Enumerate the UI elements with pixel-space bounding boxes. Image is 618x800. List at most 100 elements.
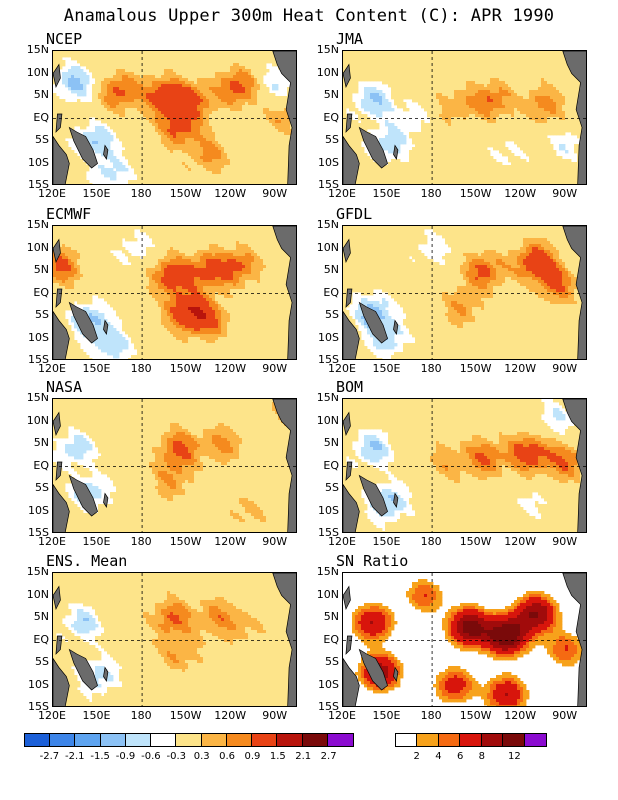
colorbar-label: 2 bbox=[402, 752, 432, 762]
land-mass bbox=[343, 238, 351, 264]
colorbar-swatch bbox=[50, 734, 76, 746]
land-mass bbox=[343, 411, 351, 437]
lon-tick-label: 120W bbox=[500, 710, 540, 721]
colorbar-label: 12 bbox=[499, 752, 529, 762]
lat-tick-label: 15S bbox=[13, 701, 49, 712]
lon-tick-label: 150E bbox=[367, 188, 407, 199]
land-mass bbox=[68, 301, 98, 344]
lon-tick-label: 90W bbox=[545, 363, 585, 374]
lat-tick-label: 10N bbox=[303, 415, 339, 426]
land-mass bbox=[343, 585, 351, 611]
lon-tick-label: 180 bbox=[411, 710, 451, 721]
lat-tick-label: 5N bbox=[13, 437, 49, 448]
lat-tick-label: 15S bbox=[303, 354, 339, 365]
lat-tick-label: 15S bbox=[13, 527, 49, 538]
colorbar-swatch bbox=[396, 734, 418, 746]
lon-tick-label: 90W bbox=[255, 188, 295, 199]
lat-tick-label: 10N bbox=[303, 67, 339, 78]
land-mass bbox=[343, 63, 351, 89]
colorbar-swatch bbox=[524, 734, 547, 746]
land-mass bbox=[343, 483, 360, 532]
lat-tick-label: 15S bbox=[303, 179, 339, 190]
colorbar-swatch bbox=[75, 734, 101, 746]
lon-tick-label: 150W bbox=[166, 188, 206, 199]
lat-tick-label: 5N bbox=[303, 264, 339, 275]
panel-title: NCEP bbox=[44, 32, 85, 47]
colorbar-label: -1.5 bbox=[85, 752, 115, 762]
lat-tick-label: 10N bbox=[13, 67, 49, 78]
panel-title: GFDL bbox=[334, 207, 375, 222]
lat-tick-label: 15S bbox=[13, 179, 49, 190]
lat-tick-label: 10N bbox=[13, 589, 49, 600]
lon-tick-label: 120W bbox=[210, 188, 250, 199]
lat-tick-label: 5S bbox=[303, 656, 339, 667]
lon-tick-label: 150E bbox=[367, 363, 407, 374]
lon-tick-label: 180 bbox=[121, 363, 161, 374]
land-mass bbox=[393, 666, 399, 682]
lat-tick-label: 15S bbox=[13, 354, 49, 365]
colorbar-label: -2.1 bbox=[60, 752, 90, 762]
contour-field-sn-ratio bbox=[343, 573, 586, 706]
land-mass bbox=[68, 648, 98, 691]
land-mass bbox=[358, 126, 388, 169]
land-mass bbox=[393, 319, 399, 335]
land-mass bbox=[103, 666, 109, 682]
lon-tick-label: 150W bbox=[456, 536, 496, 547]
land-mass bbox=[68, 474, 98, 517]
land-mass bbox=[103, 492, 109, 508]
land-mass bbox=[272, 573, 296, 706]
lon-tick-label: 180 bbox=[411, 536, 451, 547]
lat-tick-label: 10N bbox=[303, 242, 339, 253]
land-mass bbox=[53, 657, 70, 706]
land-mass bbox=[358, 474, 388, 517]
colorbar-swatch bbox=[417, 734, 439, 746]
lon-tick-label: 150E bbox=[367, 536, 407, 547]
land-mass bbox=[343, 135, 360, 184]
colorbar-swatch bbox=[460, 734, 482, 746]
lat-tick-label: 5S bbox=[303, 482, 339, 493]
lon-tick-label: 150W bbox=[456, 363, 496, 374]
lon-tick-label: 120E bbox=[32, 536, 72, 547]
lat-tick-label: 10S bbox=[13, 505, 49, 516]
lat-tick-label: 5N bbox=[13, 611, 49, 622]
colorbar-label: 2.1 bbox=[288, 752, 318, 762]
lon-tick-label: 120E bbox=[322, 536, 362, 547]
lat-tick-label: 10S bbox=[13, 679, 49, 690]
land-mass bbox=[393, 492, 399, 508]
colorbar-label: 0.3 bbox=[187, 752, 217, 762]
land-mass bbox=[53, 63, 61, 89]
map-panel-sn-ratio bbox=[342, 572, 587, 707]
colorbar-label: -2.7 bbox=[34, 752, 64, 762]
snr-colorbar bbox=[395, 733, 547, 747]
lat-tick-label: 15N bbox=[303, 44, 339, 55]
lon-tick-label: 150W bbox=[166, 363, 206, 374]
colorbar-swatch bbox=[201, 734, 227, 746]
lat-tick-label: 15N bbox=[303, 566, 339, 577]
lat-tick-label: 5N bbox=[13, 264, 49, 275]
lat-tick-label: 5N bbox=[303, 611, 339, 622]
lon-tick-label: 180 bbox=[121, 536, 161, 547]
colorbar-label: -0.9 bbox=[111, 752, 141, 762]
lon-tick-label: 180 bbox=[121, 188, 161, 199]
lat-tick-label: 15N bbox=[303, 392, 339, 403]
lon-tick-label: 150E bbox=[77, 536, 117, 547]
land-mass bbox=[345, 635, 353, 655]
lat-tick-label: 15N bbox=[13, 392, 49, 403]
lon-tick-label: 120E bbox=[32, 363, 72, 374]
lat-tick-label: 10S bbox=[303, 332, 339, 343]
lon-tick-label: 90W bbox=[255, 363, 295, 374]
colorbar-swatch bbox=[100, 734, 126, 746]
land-mass bbox=[53, 135, 70, 184]
lon-tick-label: 120W bbox=[210, 536, 250, 547]
land-mass bbox=[562, 573, 586, 706]
colorbar-label: -0.3 bbox=[161, 752, 191, 762]
map-panel-jma bbox=[342, 50, 587, 185]
contour-field-ncep bbox=[53, 51, 296, 184]
colorbar-swatch bbox=[25, 734, 51, 746]
contour-field-jma bbox=[343, 51, 586, 184]
lon-tick-label: 150E bbox=[77, 363, 117, 374]
lat-tick-label: 5S bbox=[13, 656, 49, 667]
lon-tick-label: 180 bbox=[411, 188, 451, 199]
lat-tick-label: EQ bbox=[303, 112, 339, 123]
land-mass bbox=[562, 226, 586, 359]
